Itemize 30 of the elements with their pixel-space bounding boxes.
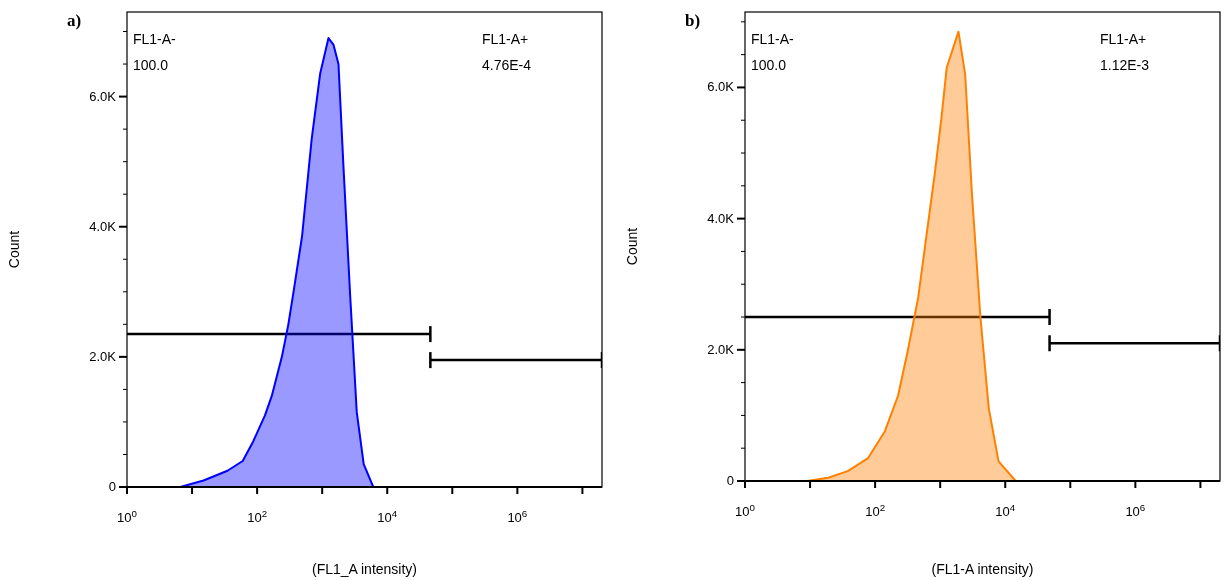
x-tick-label: 10$^{0}$ [117,507,138,525]
chart-title: a) [67,11,82,30]
x-tick-label: 10$^{4}$ [995,501,1016,519]
y-tick-label: 4.0K [89,218,117,234]
annotation: FL1-A- [751,31,795,47]
y-tick-label: 4.0K [707,210,735,226]
annotation: FL1-A+ [482,31,529,47]
y-tick-label: 6.0K [707,79,735,95]
annotation: 100.0 [751,57,787,73]
y-tick-label: 0 [726,473,734,488]
y-axis-title: Count [624,227,640,266]
annotation: 100.0 [133,57,169,73]
x-tick-label: 10$^{2}$ [247,507,268,525]
x-tick-label: 10$^{4}$ [377,507,398,525]
x-tick-label: 10$^{6}$ [1125,501,1146,519]
annotation: 4.76E-4 [482,57,532,73]
y-tick-label: 2.0K [707,341,735,357]
x-tick-label: 10$^{0}$ [735,501,756,519]
y-tick-label: 2.0K [89,348,117,364]
y-axis-title: Count [6,230,22,269]
y-tick-label: 0 [108,479,116,494]
x-axis-title: (FL1-A intensity) [931,561,1034,577]
annotation: 1.12E-3 [1100,57,1150,73]
x-tick-label: 10$^{6}$ [507,507,528,525]
annotation: FL1-A+ [1100,31,1147,47]
x-tick-label: 10$^{2}$ [865,501,886,519]
x-axis-title: (FL1_A intensity) [311,561,418,577]
annotation: FL1-A- [133,31,177,47]
y-tick-label: 6.0K [89,88,117,104]
chart-title: b) [685,11,701,30]
